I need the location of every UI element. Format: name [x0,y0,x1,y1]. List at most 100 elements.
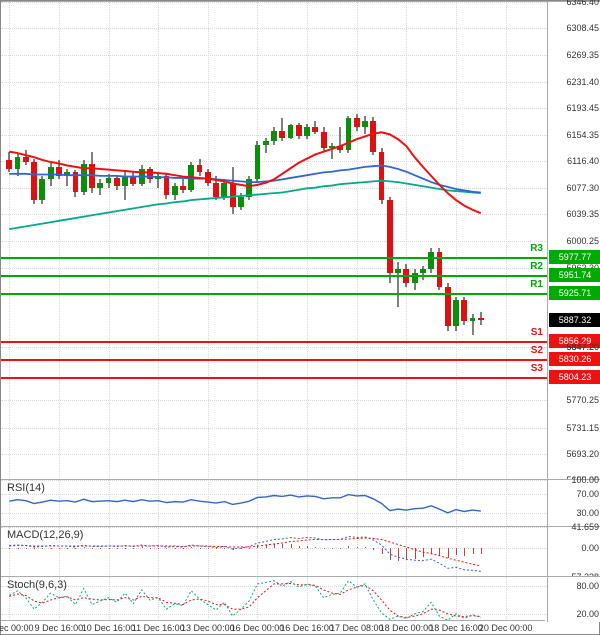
macd-hist [340,548,341,549]
macd-hist [464,548,465,556]
vgridline [257,480,258,527]
vgridline [357,480,358,527]
x-tick: 16 Dec 00:00 [231,623,285,633]
x-tick: 13 Dec 00:00 [181,623,235,633]
y-tick: 6231.40 [566,77,599,87]
macd-hist [100,548,101,549]
stoch-panel[interactable]: 80.0020.00Stoch(9,6,3) [1,576,600,622]
macd-hist [431,548,432,554]
x-tick: 11 Dec 16:00 [132,623,185,633]
macd-hist [415,548,416,559]
macd-hist [183,548,184,549]
vgridline [158,2,159,480]
vgridline [59,480,60,527]
gridline [1,82,547,83]
rsi-panel[interactable]: 100.0070.0030.00RSI(14) [1,479,600,526]
gridline [1,400,547,401]
macd-hist [117,548,118,549]
macd-hist [241,548,242,549]
vgridline [506,577,507,623]
gridline [1,428,547,429]
macd-hist [208,548,209,549]
vgridline [208,480,209,527]
macd-hist [456,548,457,555]
macd-hist [382,548,383,554]
macd-hist [423,548,424,557]
y-tick: 6154.35 [566,130,599,140]
vgridline [406,480,407,527]
macd-hist [249,548,250,549]
macd-panel[interactable]: 41.6590.00-57.238 MACD(12,26,9) [1,526,600,576]
gridline [1,108,547,109]
y-tick: 41.659 [571,522,599,532]
vgridline [109,527,110,577]
vgridline [158,577,159,623]
macd-hist [200,548,201,549]
vgridline [506,2,507,480]
macd-hist [224,548,225,549]
rsi-label: RSI(14) [7,482,45,494]
macd-hist [448,548,449,558]
macd-hist [233,548,234,550]
y-tick: 6077.30 [566,183,599,193]
sr-value-R1: 5925.71 [549,286,600,300]
vgridline [406,577,407,623]
sr-line-S2 [1,359,547,361]
gridline [1,586,547,587]
sr-line-R3 [1,257,547,259]
macd-hist [274,544,275,549]
y-tick: 6269.35 [566,50,599,60]
x-tick: 10 Dec 16:00 [82,623,136,633]
macd-hist [315,547,316,549]
x-tick: 20 Dec 00:00 [479,623,533,633]
macd-hist [348,546,349,549]
x-tick: 16 Dec 16:00 [280,623,334,633]
macd-hist [307,546,308,549]
sr-line-R2 [1,275,547,277]
x-tick: 9 Dec 16:00 [35,623,84,633]
y-axis: 41.6590.00-57.238 [547,527,600,576]
gridline [1,347,547,348]
macd-hist [332,548,333,549]
gridline [1,480,547,481]
macd-hist [266,545,267,549]
vgridline [59,2,60,480]
y-axis: 6346.406308.456269.356231.406193.456154.… [547,2,600,479]
vgridline [456,480,457,527]
sr-label-S2: S2 [531,345,543,356]
gridline [1,55,547,56]
y-tick: 5731.15 [566,423,599,433]
macd-hist [365,547,366,548]
macd-label: MACD(12,26,9) [7,529,83,541]
sr-label-S3: S3 [531,363,543,374]
macd-hist [133,548,134,549]
y-tick: 100.00 [571,475,599,485]
x-tick: 9 Dec 00:00 [0,623,34,633]
y-tick: 6193.45 [566,103,599,113]
price-panel[interactable]: R3R2R1S1S2S36346.406308.456269.356231.40… [1,1,600,479]
vgridline [208,577,209,623]
y-tick: 80.00 [576,581,599,591]
macd-hist [191,547,192,548]
chart-container: R3R2R1S1S2S36346.406308.456269.356231.40… [0,0,600,635]
y-tick: 5693.20 [566,449,599,459]
vgridline [307,577,308,623]
vgridline [9,2,10,480]
macd-hist [357,547,358,548]
macd-hist [216,548,217,549]
macd-hist [51,548,52,549]
vgridline [456,577,457,623]
macd-hist [18,548,19,549]
vgridline [208,527,209,577]
vgridline [257,577,258,623]
macd-hist [59,548,60,549]
macd-hist [291,544,292,548]
stoch-label: Stoch(9,6,3) [7,579,67,591]
x-tick: 18 Dec 16:00 [429,623,483,633]
x-axis: 9 Dec 00:009 Dec 16:0010 Dec 16:0011 Dec… [1,620,545,634]
gridline [1,214,547,215]
vgridline [506,480,507,527]
macd-hist [299,546,300,549]
y-tick: 5847.20 [566,342,599,352]
x-tick: 18 Dec 00:00 [380,623,434,633]
